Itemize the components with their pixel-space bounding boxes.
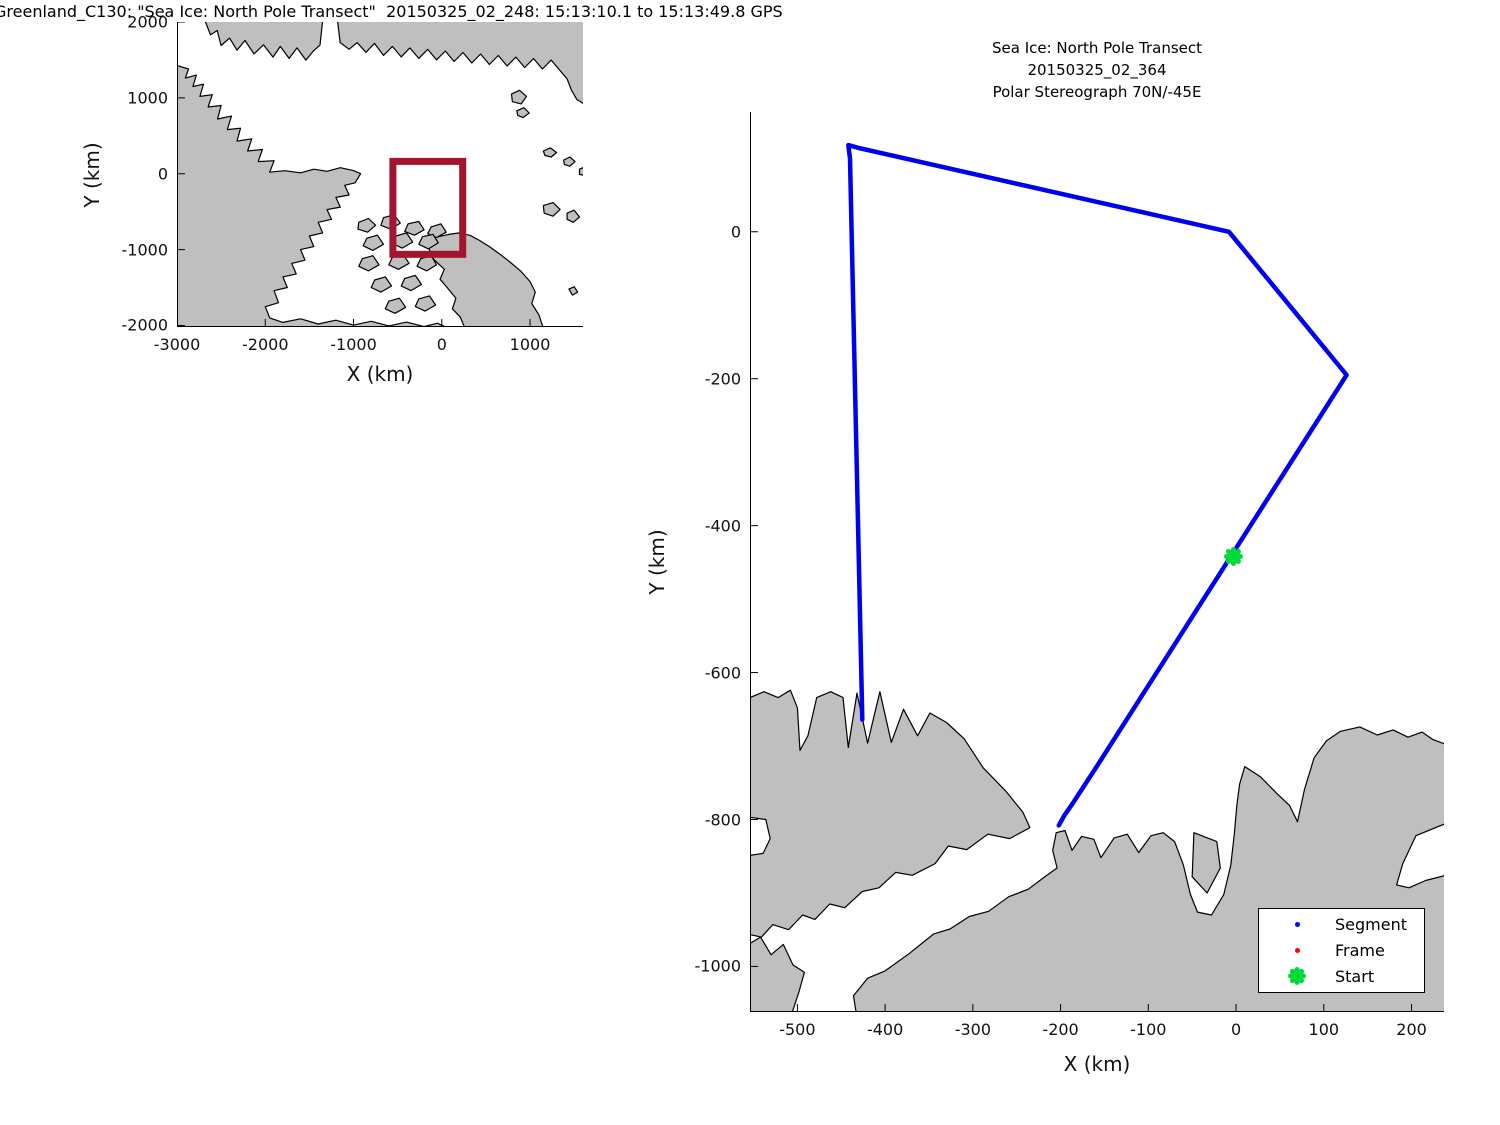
main-plot-area: [750, 112, 1444, 1012]
land-polygon: [384, 297, 407, 314]
legend-item-label: Start: [1335, 966, 1375, 986]
land-polygon: [362, 234, 385, 251]
x-tick-label: -1000: [330, 335, 377, 354]
land-polygon: [358, 255, 380, 272]
x-tick-label: -500: [779, 1020, 816, 1039]
main-y-axis-label: Y (km): [645, 529, 669, 595]
legend-item-label: Frame: [1335, 940, 1385, 960]
land-polygon: [337, 22, 583, 105]
y-tick-label: 0: [157, 164, 168, 184]
land-polygon: [1191, 832, 1221, 894]
land-polygon: [510, 89, 528, 105]
x-tick-label: 0: [1230, 1020, 1242, 1039]
legend: Segment Frame Start: [1258, 908, 1425, 993]
y-tick-label: 1000: [127, 88, 168, 108]
land-polygon: [568, 286, 579, 296]
segment-marker-dot: [1294, 922, 1300, 928]
y-tick-label: -600: [704, 663, 741, 683]
land-polygon: [370, 276, 393, 293]
y-tick-label: -2000: [121, 315, 169, 335]
land-polygon: [357, 217, 377, 233]
main-x-axis-label: X (km): [1063, 1052, 1131, 1076]
overview-x-axis-label: X (km): [346, 362, 414, 386]
land-polygon: [516, 107, 530, 119]
land-polygon: [414, 295, 437, 312]
y-tick-label: -400: [704, 516, 741, 536]
legend-marker-cell: [1259, 947, 1335, 953]
legend-item-frame: Frame: [1259, 938, 1424, 963]
flight-track-line: [846, 142, 1349, 828]
legend-marker-cell: [1259, 966, 1335, 986]
land-polygon: [578, 167, 583, 176]
legend-item-label: Segment: [1335, 915, 1407, 935]
start-marker-stroke: [1225, 549, 1241, 564]
x-tick-label: -100: [1130, 1020, 1167, 1039]
frame-marker-dot: [1294, 947, 1300, 953]
overview-map-plot-area: [177, 22, 583, 327]
y-tick-label: -800: [704, 810, 741, 829]
x-tick-label: -300: [954, 1020, 991, 1039]
main-plot-title: Sea Ice: North Pole Transect 20150325_02…: [750, 37, 1444, 103]
water-inlet-polygon: [750, 816, 771, 856]
y-tick-label: -200: [704, 369, 741, 389]
x-tick-label: -200: [1042, 1020, 1079, 1039]
legend-marker-cell: [1259, 922, 1335, 928]
y-tick-label: -1000: [694, 956, 742, 976]
land-polygon: [750, 936, 806, 1012]
y-tick-label: -1000: [121, 240, 169, 260]
land-polygon: [563, 156, 576, 167]
land-polygon: [566, 209, 581, 223]
figure-title: Greenland_C130: "Sea Ice: North Pole Tra…: [0, 2, 783, 21]
x-tick-label: -3000: [153, 335, 201, 354]
land-polygon: [542, 147, 558, 158]
legend-item-segment: Segment: [1259, 912, 1424, 937]
land-polygon: [177, 64, 447, 327]
y-tick-label: 0: [730, 222, 741, 242]
x-tick-label: 0: [436, 335, 447, 354]
x-tick-label: 200: [1396, 1020, 1427, 1039]
land-polygon: [542, 202, 561, 217]
x-tick-label: 100: [1308, 1020, 1340, 1039]
asterisk-stroke: [1289, 969, 1305, 984]
land-polygon: [750, 689, 1031, 938]
land-polygon: [404, 220, 425, 236]
land-polygon: [204, 22, 324, 61]
x-tick-label: -2000: [242, 335, 289, 354]
main-plot-title-line-1: Sea Ice: North Pole Transect: [992, 39, 1202, 57]
overview-y-axis-label: Y (km): [80, 142, 104, 208]
land-polygon: [400, 274, 423, 292]
land-polygon: [427, 232, 544, 327]
legend-item-start: Start: [1259, 964, 1424, 989]
main-plot-title-line-2: 20150325_02_364: [1027, 61, 1167, 79]
main-plot-title-line-3: Polar Stereograph 70N/-45E: [992, 83, 1202, 101]
roi-rectangle: [389, 157, 467, 258]
x-tick-label: -400: [866, 1020, 904, 1039]
start-marker-asterisk: [1288, 967, 1306, 986]
start-marker: [1223, 546, 1243, 566]
x-tick-label: 1000: [509, 335, 551, 354]
land-polygon: [418, 233, 439, 250]
